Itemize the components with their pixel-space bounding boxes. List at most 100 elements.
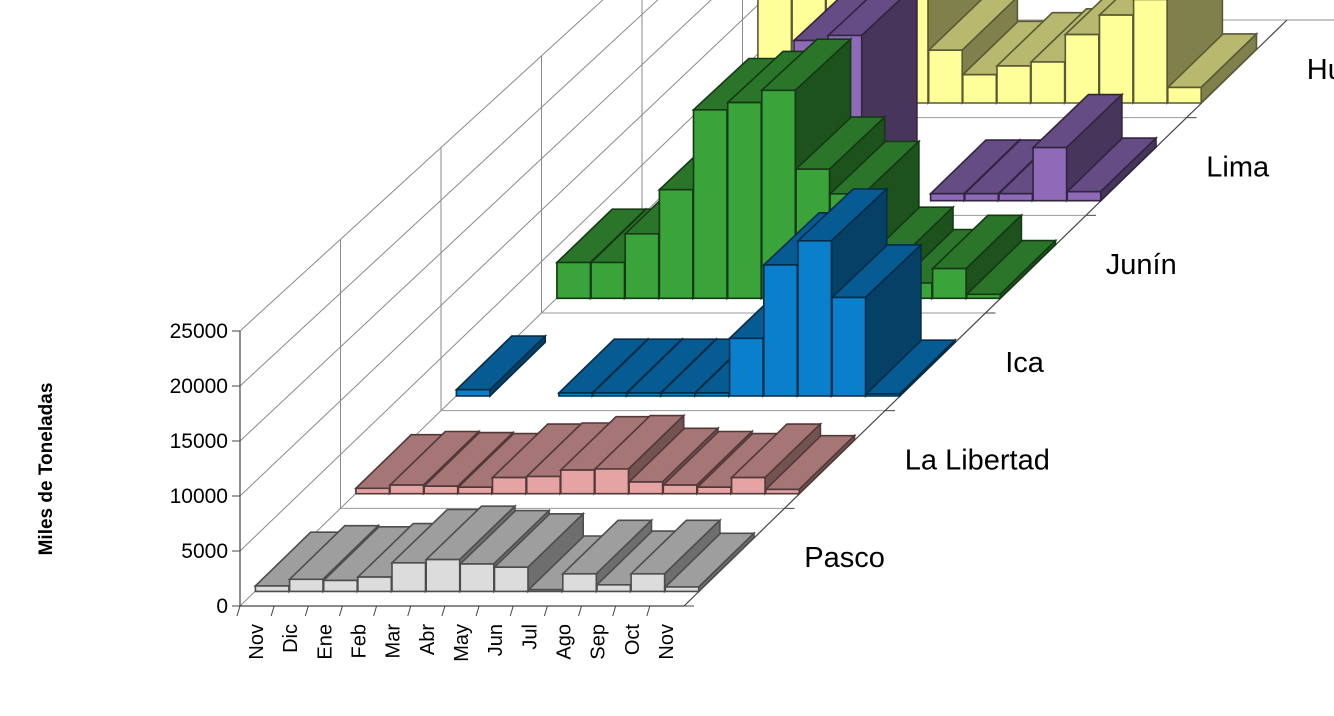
x-tick-label: Jul <box>519 624 541 650</box>
x-tick-mark <box>578 605 583 617</box>
bar-front <box>596 583 632 593</box>
bar-front <box>998 192 1034 202</box>
bar-front <box>927 49 964 104</box>
series-label: Huánuco <box>1307 54 1334 86</box>
bar-front <box>961 73 998 104</box>
bar-front <box>590 261 626 300</box>
x-tick-mark <box>407 605 412 617</box>
bar-front <box>1032 146 1068 202</box>
x-tick-label: Dic <box>280 624 302 653</box>
bar <box>864 338 957 398</box>
bar <box>930 213 1024 301</box>
bar-front <box>797 240 833 397</box>
bar-front <box>391 561 427 593</box>
bar-front <box>558 392 594 397</box>
bar-front <box>594 468 630 495</box>
bar-front <box>965 293 1002 300</box>
bar-front <box>556 261 592 300</box>
bar-front <box>1132 0 1168 104</box>
x-tick-mark <box>236 605 241 617</box>
bar-front <box>865 393 901 397</box>
bar-front <box>459 563 495 593</box>
bar-front <box>630 572 666 593</box>
bar-front <box>728 337 764 397</box>
bar-front <box>1098 14 1134 104</box>
bar-front <box>254 585 290 593</box>
bar-front <box>455 388 491 397</box>
x-tick-label: May <box>451 624 473 662</box>
bar <box>492 511 586 594</box>
bar-front <box>626 392 662 397</box>
y-tick-label: 20000 <box>170 375 228 398</box>
x-tick-mark <box>543 605 548 617</box>
bar-front <box>664 586 700 593</box>
bar-front <box>1030 61 1066 104</box>
bar-front <box>1167 86 1202 104</box>
x-tick-mark <box>373 605 378 617</box>
bar-front <box>355 487 391 495</box>
bar <box>964 238 1058 301</box>
bar-front <box>658 188 694 300</box>
x-tick-mark <box>338 605 343 617</box>
x-tick-mark <box>441 605 446 617</box>
bar-front <box>764 488 801 495</box>
y-axis-title: Miles de Toneladas <box>36 383 57 556</box>
x-tick-label: Feb <box>349 624 371 658</box>
x-tick-mark <box>612 605 617 617</box>
x-tick-label: Jun <box>485 624 507 656</box>
bar-front <box>660 392 696 397</box>
bar <box>1165 32 1259 105</box>
bar-front <box>929 192 965 202</box>
bar-front <box>692 109 728 300</box>
bar <box>663 531 756 594</box>
bar-front <box>662 484 698 495</box>
x-tick-label: Abr <box>417 624 439 655</box>
bar-front <box>726 101 763 300</box>
x-tick-label: Nov <box>656 624 678 660</box>
y-tick-label: 10000 <box>170 485 228 508</box>
series-label: Ica <box>1005 347 1045 379</box>
x-tick-label: Nov <box>246 624 268 660</box>
bar-front <box>694 392 730 397</box>
x-tick-mark <box>475 605 480 617</box>
chart-labels: 0 5000 10000 15000 20000 25000 Nov Dic Ene Feb Mar… <box>170 54 1334 662</box>
bar <box>1031 92 1124 203</box>
y-tick-label: 25000 <box>170 320 228 343</box>
x-tick-label: Ene <box>314 624 336 660</box>
bar-front <box>996 65 1032 104</box>
bar <box>454 334 548 398</box>
bar <box>763 433 857 496</box>
bar-front <box>831 296 867 397</box>
series-label: Junín <box>1106 249 1177 281</box>
y-tick-label: 0 <box>216 595 228 618</box>
bar-front <box>561 572 598 593</box>
bar <box>1065 136 1158 203</box>
bar-front <box>389 484 425 495</box>
x-tick-label: Mar <box>383 624 405 659</box>
bar-front <box>624 233 660 300</box>
bar-front <box>696 486 732 495</box>
bar-front <box>762 264 799 397</box>
bar-front <box>491 476 527 495</box>
bar-front <box>963 192 1000 202</box>
bar-front <box>931 267 967 300</box>
series-label: Lima <box>1206 152 1270 184</box>
bar-front <box>423 485 459 495</box>
y-tick-label: 15000 <box>170 430 228 453</box>
bar-front <box>592 392 628 397</box>
chart-bars <box>253 0 1259 594</box>
x-tick-mark <box>646 605 651 617</box>
bar-front <box>1066 190 1102 202</box>
bar-front <box>457 486 493 495</box>
bar-front <box>525 475 562 495</box>
bar-front <box>628 481 664 495</box>
x-tick-mark <box>509 605 514 617</box>
bar-front <box>493 566 529 593</box>
bar-front <box>288 578 324 593</box>
bar-front <box>322 579 359 593</box>
y-tick-label: 5000 <box>181 540 228 563</box>
x-tick-label: Sep <box>588 624 610 660</box>
bar-front <box>1064 33 1100 104</box>
